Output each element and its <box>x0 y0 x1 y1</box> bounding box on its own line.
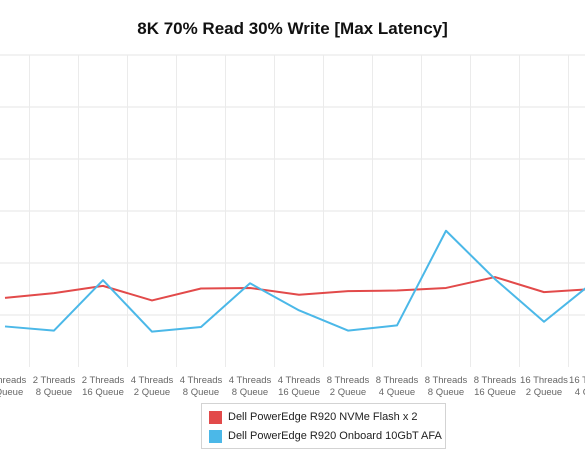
x-tick-label: 8 Threads 8 Queue <box>425 375 468 398</box>
legend-item-nvme: Dell PowerEdge R920 NVMe Flash x 2 <box>209 410 418 424</box>
x-tick-label: 8 Threads 2 Queue <box>327 375 370 398</box>
series-lines <box>4 229 585 333</box>
x-tick-label: 16 Threads 2 Queue <box>520 375 568 398</box>
gridlines <box>0 54 585 367</box>
x-tick-label: 4 Threads 16 Queue <box>278 375 321 398</box>
x-tick-label: 4 Threads 8 Queue <box>229 375 272 398</box>
x-tick-label: 4 Threads 8 Queue <box>180 375 223 398</box>
x-tick-label: 8 Threads 4 Queue <box>376 375 419 398</box>
legend-swatch-afa <box>209 429 222 443</box>
legend-item-afa: Dell PowerEdge R920 Onboard 10GbT AFA <box>209 429 442 443</box>
chart-title: 8K 70% Read 30% Write [Max Latency] <box>137 19 448 38</box>
x-tick-label: 8 Threads 16 Queue <box>474 375 517 398</box>
legend: Dell PowerEdge R920 NVMe Flash x 2 Dell … <box>201 403 446 449</box>
x-tick-label: 2 Threads 8 Queue <box>33 375 76 398</box>
legend-label-afa: Dell PowerEdge R920 Onboard 10GbT AFA <box>228 430 442 442</box>
legend-label-nvme: Dell PowerEdge R920 NVMe Flash x 2 <box>228 411 418 423</box>
legend-swatch-nvme <box>209 410 222 424</box>
series-line-1 <box>4 229 585 333</box>
x-tick-label: 2 Threads 16 Queue <box>82 375 125 398</box>
x-tick-label: 4 Threads 2 Queue <box>131 375 174 398</box>
